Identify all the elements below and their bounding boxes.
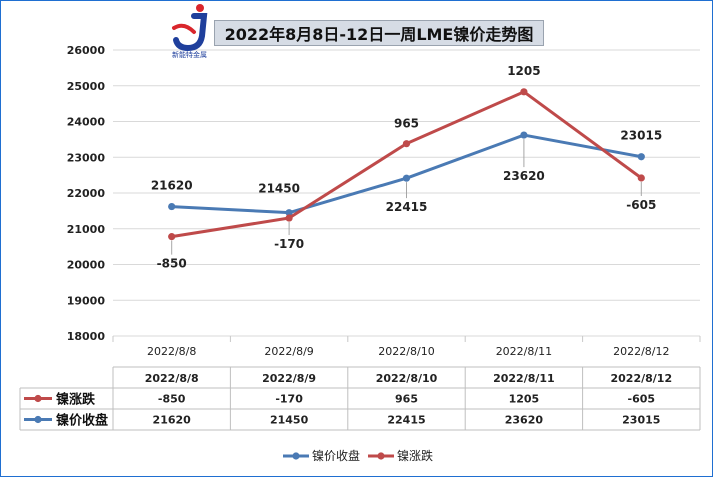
series-lines — [168, 88, 645, 241]
series-0-point-0 — [168, 202, 176, 211]
y-axis: 18000 19000 20000 21000 22000 23000 24000 25000… — [67, 44, 106, 343]
series-1-point-1 — [285, 214, 293, 222]
table-header-2: 2022/8/10 — [376, 372, 438, 385]
close-data-label-0: 21620 — [151, 179, 193, 193]
y-tick-label-7: 25000 — [67, 80, 106, 93]
series-0-point-3 — [520, 131, 528, 139]
y-tick-label-0: 18000 — [67, 330, 106, 343]
series-line-1 — [171, 90, 643, 239]
legend-key-marker-0 — [292, 452, 300, 460]
table-header-3: 2022/8/11 — [493, 372, 555, 385]
table-row-name-0: 镍涨跌 — [56, 392, 96, 408]
change-data-label-1: -170 — [274, 237, 304, 251]
y-tick-label-2: 20000 — [67, 259, 106, 272]
x-tick-label-0: 2022/8/8 — [147, 345, 196, 358]
series-1-point-4 — [637, 174, 645, 182]
table-cell-1-1: 21450 — [270, 414, 309, 427]
table-cell-0-2: 965 — [395, 393, 418, 406]
close-data-label-4: 23015 — [620, 129, 662, 143]
legend: 镍价收盘 镍涨跌 — [283, 448, 433, 463]
table-cell-0-3: 1205 — [509, 393, 540, 406]
table-cell-0-1: -170 — [275, 393, 303, 406]
series-1-point-3 — [520, 88, 528, 96]
series-0-point-2 — [402, 174, 411, 182]
close-data-label-3: 23620 — [503, 169, 545, 183]
chart-title: 2022年8月8日-12日一周LME镍价走势图 — [214, 20, 544, 46]
change-data-label-0: -850 — [157, 257, 187, 271]
x-axis: 2022/8/8 2022/8/9 2022/8/10 2022/8/11 2022/8… — [112, 336, 701, 358]
table-cell-1-2: 22415 — [387, 414, 425, 427]
y-tick-label-5: 23000 — [67, 151, 106, 164]
legend-label-1: 镍涨跌 — [397, 448, 433, 463]
y-tick-label-4: 22000 — [67, 187, 106, 200]
data-table: 2022/8/8 2022/8/9 2022/8/10 2022/8/11 2022/8… — [19, 366, 701, 431]
grid — [113, 49, 700, 337]
y-tick-label-1: 19000 — [67, 294, 106, 307]
table-row-key-marker-1 — [34, 415, 42, 424]
table-cell-0-0: -850 — [158, 393, 186, 406]
x-tick-label-4: 2022/8/12 — [613, 345, 669, 358]
y-tick-label-8: 26000 — [67, 44, 106, 57]
series-1-point-0 — [168, 233, 176, 241]
table-header-1: 2022/8/9 — [262, 372, 316, 385]
logo — [170, 2, 216, 58]
table-cell-0-4: -605 — [628, 393, 656, 406]
series-0-point-4 — [637, 153, 645, 161]
legend-key-marker-1 — [377, 452, 385, 460]
legend-label-0: 镍价收盘 — [312, 448, 360, 463]
series-0-point-1 — [285, 209, 293, 217]
x-tick-label-2: 2022/8/10 — [378, 345, 434, 358]
y-tick-label-6: 24000 — [67, 116, 106, 129]
logo-text: 新能特金属 — [172, 51, 207, 59]
series-1-point-2 — [402, 140, 411, 148]
change-data-label-4: -605 — [626, 198, 656, 212]
x-tick-label-3: 2022/8/11 — [496, 345, 552, 358]
x-tick-label-1: 2022/8/9 — [264, 345, 313, 358]
table-cell-1-3: 23620 — [505, 414, 544, 427]
y-tick-label-3: 21000 — [67, 223, 106, 236]
table-cell-1-0: 21620 — [153, 414, 192, 427]
data-labels: 21620 21450 22415 23620 23015 -850 -170 965 1205… — [151, 64, 662, 271]
close-data-label-1: 21450 — [258, 182, 300, 196]
table-cell-1-4: 23015 — [622, 414, 660, 427]
table-header-0: 2022/8/8 — [145, 372, 199, 385]
change-data-label-3: 1205 — [507, 64, 540, 78]
close-data-label-2: 22415 — [386, 200, 428, 214]
table-row-name-1: 镍价收盘 — [56, 413, 108, 429]
change-data-label-2: 965 — [394, 117, 419, 131]
table-header-4: 2022/8/12 — [610, 372, 672, 385]
table-row-key-marker-0 — [34, 394, 42, 403]
